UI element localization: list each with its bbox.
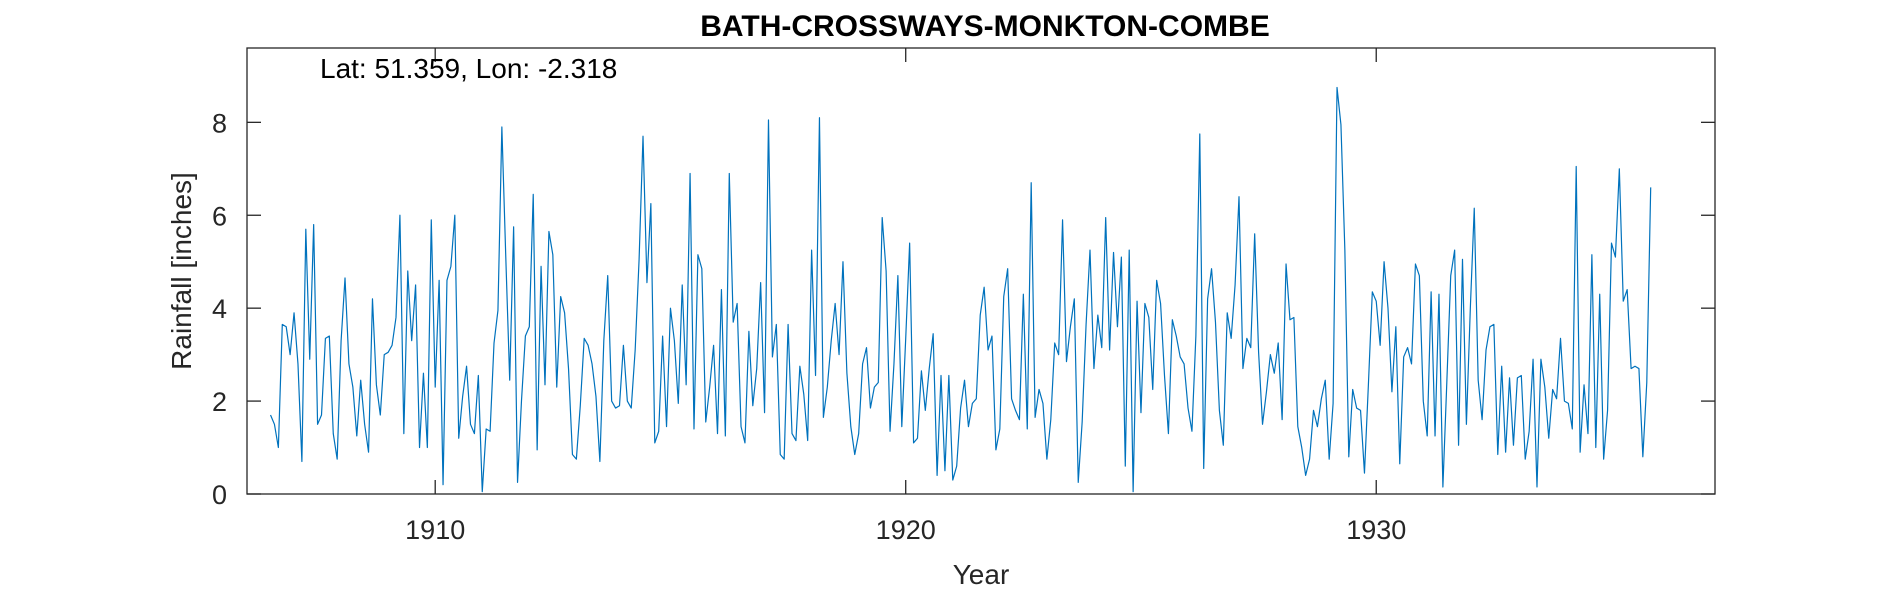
rainfall-series-line (269, 86, 1652, 493)
plot-frame (246, 47, 1716, 495)
x-tick-label: 1920 (876, 515, 936, 545)
chart-title: BATH-CROSSWAYS-MONKTON-COMBE (700, 10, 1269, 43)
y-axis-label: Rainfall [inches] (166, 172, 197, 370)
y-tick-label: 0 (212, 480, 227, 510)
axis-ticks: 0 2 4 6 8 1910 1920 1930 (212, 48, 1715, 545)
x-tick-label: 1930 (1346, 515, 1406, 545)
y-tick-label: 6 (212, 201, 227, 231)
y-tick-label: 4 (212, 294, 227, 324)
x-tick-label: 1910 (405, 515, 465, 545)
y-tick-label: 8 (212, 108, 227, 138)
y-tick-label: 2 (212, 387, 227, 417)
x-axis-label: Year (953, 559, 1010, 590)
plot-area (246, 47, 1716, 495)
location-annotation: Lat: 51.359, Lon: -2.318 (320, 53, 617, 84)
